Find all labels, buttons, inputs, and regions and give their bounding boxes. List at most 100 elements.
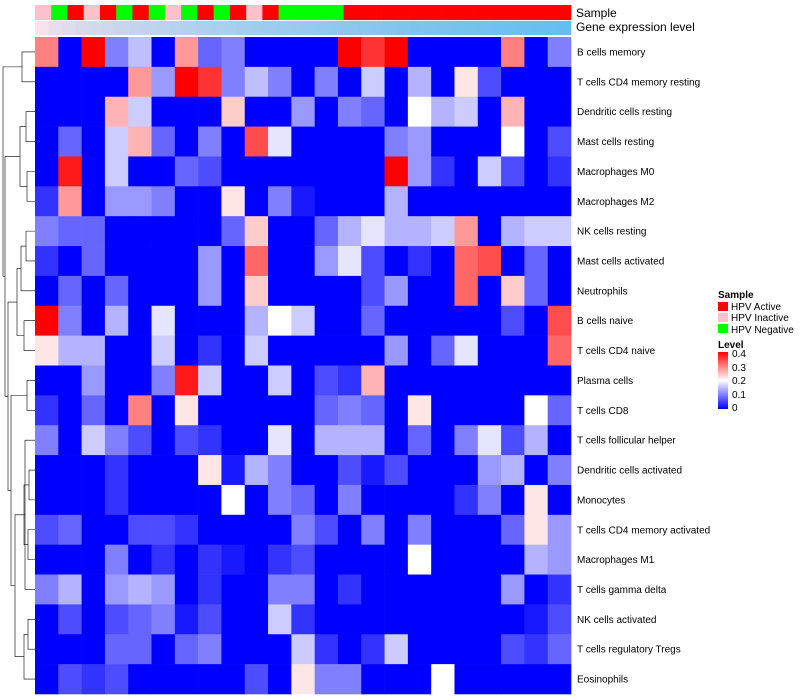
- expression-bar-segment-27: [396, 21, 411, 35]
- heatmap-cell-0-18: [454, 37, 479, 68]
- heatmap-cell-20-1: [58, 634, 82, 665]
- heatmap-cell-4-13: [337, 156, 362, 187]
- heatmap-cell-15-0: [35, 484, 59, 516]
- row-label-13: T cells follicular helper: [577, 436, 676, 447]
- expression-bar-segment-24: [356, 21, 371, 35]
- row-label-2: Dendritic cells resting: [577, 107, 672, 118]
- heatmap-cell-20-0: [35, 634, 59, 665]
- row-label-9: B cells naive: [577, 316, 634, 327]
- heatmap-cell-9-12: [314, 305, 339, 336]
- heatmap-cell-19-3: [104, 604, 129, 635]
- heatmap-cell-5-22: [547, 186, 572, 217]
- dendro-link-18: [7, 301, 17, 491]
- heatmap-cell-0-20: [501, 37, 525, 68]
- heatmap-cell-3-10: [268, 126, 292, 157]
- heatmap-cell-4-7: [198, 156, 222, 187]
- row-label-16: T cells CD4 memory activated: [577, 525, 710, 536]
- heatmap-cell-3-17: [431, 126, 455, 157]
- heatmap-cell-6-14: [361, 216, 385, 247]
- heatmap-cell-17-22: [547, 544, 572, 575]
- heatmap-cell-2-1: [58, 96, 82, 127]
- heatmap-cell-16-6: [174, 514, 199, 545]
- heatmap-cell-16-18: [454, 514, 479, 545]
- heatmap-cell-8-4: [128, 275, 152, 307]
- heatmap-cell-7-16: [407, 246, 432, 277]
- row-label-21: Eosinophils: [577, 675, 628, 686]
- heatmap-cell-7-0: [35, 246, 59, 277]
- heatmap-cell-11-2: [81, 365, 106, 396]
- expression-bar-segment-17: [262, 21, 277, 35]
- heatmap-cell-2-13: [337, 96, 362, 127]
- heatmap-cell-1-3: [104, 66, 129, 98]
- heatmap-cell-2-4: [128, 96, 152, 127]
- heatmap-cell-20-18: [454, 634, 479, 665]
- heatmap-cell-13-14: [361, 425, 385, 456]
- heatmap-cell-6-22: [547, 216, 572, 247]
- heatmap-cell-5-3: [104, 186, 129, 217]
- heatmap-cell-8-12: [314, 275, 339, 307]
- heatmap-cell-14-6: [174, 455, 199, 486]
- heatmap-cell-6-9: [244, 216, 269, 247]
- expression-annotation-bar: [35, 21, 572, 35]
- heatmap-cell-16-20: [501, 514, 525, 545]
- heatmap-cell-7-6: [174, 246, 199, 277]
- heatmap-cell-0-11: [291, 37, 315, 68]
- heatmap-cell-8-8: [221, 275, 246, 307]
- heatmap-cell-11-14: [361, 365, 385, 396]
- heatmap-cell-4-20: [501, 156, 525, 187]
- heatmap-cell-15-12: [314, 484, 339, 516]
- heatmap-cell-11-17: [431, 365, 455, 396]
- heatmap-cell-2-14: [361, 96, 385, 127]
- heatmap-cell-19-1: [58, 604, 82, 635]
- heatmap-cell-6-10: [268, 216, 292, 247]
- heatmap-cell-15-15: [384, 484, 409, 516]
- heatmap-cell-7-2: [81, 246, 106, 277]
- heatmap-cell-10-22: [547, 335, 572, 366]
- heatmap-cell-11-8: [221, 365, 246, 396]
- row-label-19: NK cells activated: [577, 615, 656, 626]
- heatmap-cell-5-11: [291, 186, 315, 217]
- heatmap-cell-15-1: [58, 484, 82, 516]
- heatmap-cell-15-13: [337, 484, 362, 516]
- heatmap-cell-6-20: [501, 216, 525, 247]
- expression-bar-segment-0: [35, 21, 49, 35]
- heatmap-cell-7-21: [524, 246, 548, 277]
- heatmap-cell-10-0: [35, 335, 59, 366]
- heatmap-cell-15-18: [454, 484, 479, 516]
- heatmap-cell-21-2: [81, 664, 106, 695]
- heatmap-cell-12-17: [431, 395, 455, 426]
- heatmap-cell-18-21: [524, 574, 548, 605]
- heatmap-cell-17-14: [361, 544, 385, 575]
- legend-level-tick-0.4: 0.4: [732, 349, 746, 360]
- row-label-10: T cells CD4 naive: [577, 346, 656, 357]
- heatmap-cell-12-4: [128, 395, 152, 426]
- heatmap-cell-6-15: [384, 216, 409, 247]
- sample-cell-11: [213, 5, 231, 20]
- heatmap-cell-5-17: [431, 186, 455, 217]
- heatmap-cell-8-11: [291, 275, 315, 307]
- heatmap-cell-15-20: [501, 484, 525, 516]
- dendro-link-14: [27, 619, 35, 650]
- heatmap-cell-1-9: [244, 66, 269, 98]
- heatmap-cell-8-20: [501, 275, 525, 307]
- sample-cell-24: [424, 5, 442, 20]
- heatmap-cell-15-4: [128, 484, 152, 516]
- heatmap-cell-6-7: [198, 216, 222, 247]
- heatmap-cell-8-18: [454, 275, 479, 307]
- heatmap-cell-12-1: [58, 395, 82, 426]
- heatmap-cell-3-1: [58, 126, 82, 157]
- row-label-20: T cells regulatory Tregs: [577, 645, 681, 656]
- heatmap-cell-3-21: [524, 126, 548, 157]
- sample-cell-17: [311, 5, 328, 20]
- heatmap-cell-15-19: [477, 484, 502, 516]
- heatmap-cell-4-9: [244, 156, 269, 187]
- heatmap-cell-12-20: [501, 395, 525, 426]
- heatmap-cell-11-10: [268, 365, 292, 396]
- legend-swatch-hpv-negative: [718, 324, 728, 333]
- heatmap-cell-1-21: [524, 66, 548, 98]
- heatmap-cell-9-8: [221, 305, 246, 336]
- heatmap-cell-1-18: [454, 66, 479, 98]
- heatmap-cell-11-0: [35, 365, 59, 396]
- expression-bar-segment-26: [383, 21, 398, 35]
- heatmap-cell-13-17: [431, 425, 455, 456]
